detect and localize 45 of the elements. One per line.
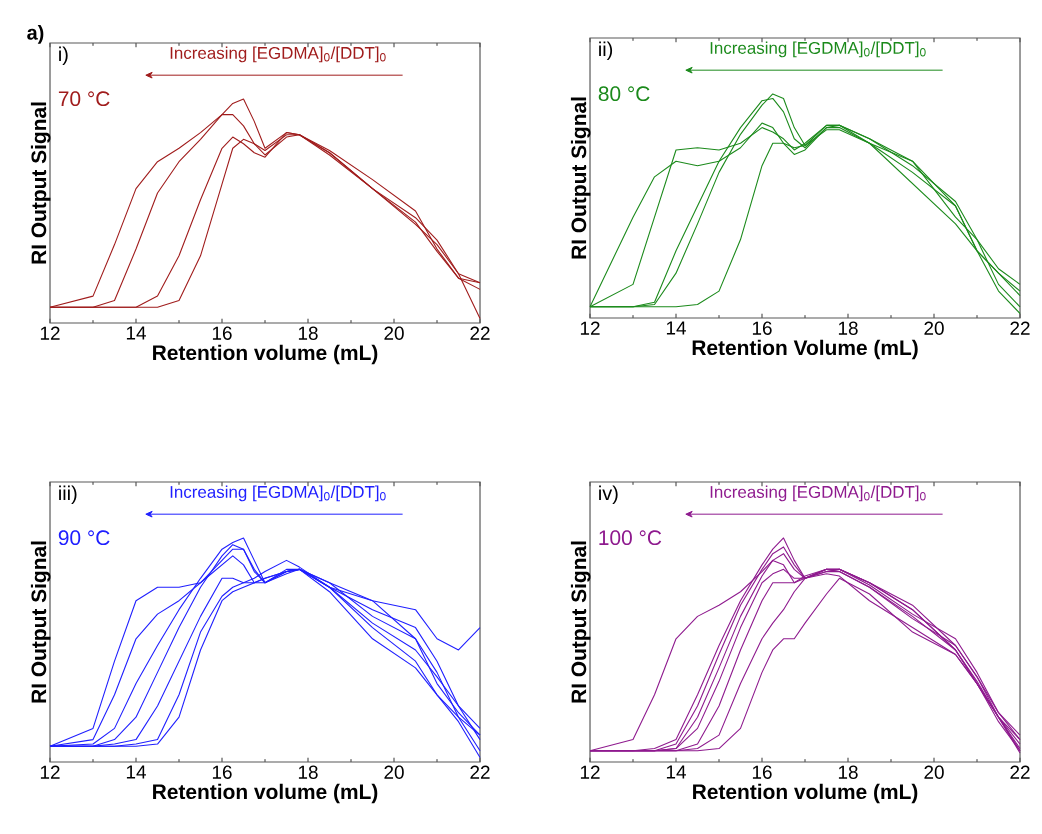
text: Increasing [EGDMA]$_{0}$/[DDT]$_{0}$ [170,485,386,502]
text: i) [59,46,68,66]
x-tick-label: 20 [924,321,944,335]
text: iv) [599,485,618,505]
y-axis-title: RI Output Signal [30,541,51,703]
x-tick-label: 18 [838,321,858,335]
x-tick-label: 18 [298,765,318,779]
x-axis-title: Retention Volume (mL) [692,339,918,360]
x-tick-label: 22 [1010,321,1030,335]
text: a) [27,25,44,44]
annotation: 70 °C [58,91,110,107]
x-tick-label: 20 [924,765,944,779]
x-tick-label: 12 [40,765,60,779]
x-tick-label: 16 [752,321,772,335]
x-tick-label: 20 [384,765,404,779]
annotation: 90 °C [58,530,110,546]
text: Increasing [EGDMA]$_{0}$/[DDT]$_{0}$ [710,41,926,58]
x-tick-label: 16 [212,326,232,340]
annotation: 80 °C [598,86,650,102]
x-tick-label: 14 [126,765,146,779]
text: iii) [59,485,77,505]
x-tick-label: 22 [470,765,490,779]
x-axis-title: Retention volume (mL) [153,783,378,804]
x-tick-label: 14 [126,326,146,340]
x-tick-label: 20 [384,326,404,340]
x-tick-label: 12 [580,765,600,779]
y-axis-title: RI Output Signal [30,102,51,264]
x-tick-label: 12 [40,326,60,340]
x-tick-label: 16 [212,765,232,779]
text: ii) [599,41,613,61]
x-axis-title: Retention volume (mL) [693,783,918,804]
x-tick-label: 12 [580,321,600,335]
x-tick-label: 18 [298,326,318,340]
text: Increasing [EGDMA]$_{0}$/[DDT]$_{0}$ [710,485,926,502]
x-tick-label: 22 [470,326,490,340]
text: Increasing [EGDMA]$_{0}$/[DDT]$_{0}$ [170,46,386,63]
x-tick-label: 22 [1010,765,1030,779]
y-axis-title: RI Output Signal [570,541,591,703]
x-tick-label: 14 [666,765,686,779]
y-axis-title: RI Output Signal [570,97,591,259]
annotation: 100 °C [599,530,662,546]
x-tick-label: 14 [666,321,686,335]
x-tick-label: 18 [838,765,858,779]
x-axis-title: Retention volume (mL) [153,344,378,365]
x-tick-label: 16 [752,765,772,779]
